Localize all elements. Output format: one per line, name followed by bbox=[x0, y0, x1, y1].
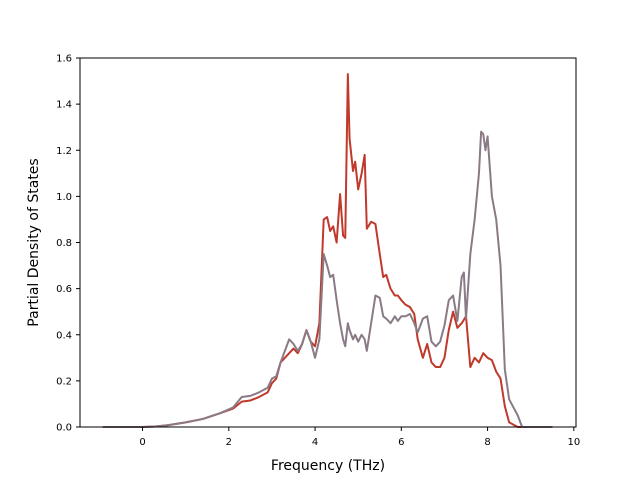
y-ticks: 0.0 0.2 0.4 0.6 0.8 1.0 1.2 1.4 1.6 bbox=[56, 54, 80, 434]
x-tick-label: 8 bbox=[484, 437, 490, 448]
x-tick-label: 10 bbox=[567, 437, 580, 448]
y-tick-label: 0.6 bbox=[56, 284, 72, 295]
series-layer bbox=[102, 73, 553, 428]
x-ticks: 0 2 4 6 8 10 bbox=[139, 427, 580, 448]
x-tick-label: 0 bbox=[139, 437, 145, 448]
x-tick-label: 2 bbox=[226, 437, 232, 448]
x-tick-label: 4 bbox=[312, 437, 318, 448]
y-tick-label: 0.4 bbox=[56, 330, 72, 341]
x-axis-label: Frequency (THz) bbox=[271, 458, 385, 474]
y-tick-label: 0.8 bbox=[56, 238, 72, 249]
y-tick-label: 1.4 bbox=[56, 100, 72, 111]
y-tick-label: 1.0 bbox=[56, 192, 72, 203]
y-tick-label: 0.2 bbox=[56, 376, 72, 387]
y-tick-label: 0.0 bbox=[56, 423, 72, 434]
y-tick-label: 1.2 bbox=[56, 146, 72, 157]
plot-area bbox=[80, 58, 576, 427]
y-axis-label: Partial Density of States bbox=[26, 158, 42, 326]
y-tick-label: 1.6 bbox=[56, 54, 72, 65]
series-line-1 bbox=[102, 73, 553, 428]
series-line-2 bbox=[102, 130, 553, 428]
x-tick-label: 6 bbox=[398, 437, 404, 448]
